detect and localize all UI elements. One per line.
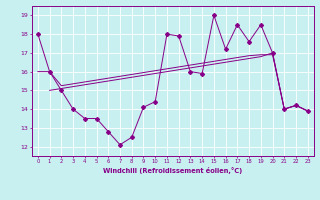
- X-axis label: Windchill (Refroidissement éolien,°C): Windchill (Refroidissement éolien,°C): [103, 167, 243, 174]
